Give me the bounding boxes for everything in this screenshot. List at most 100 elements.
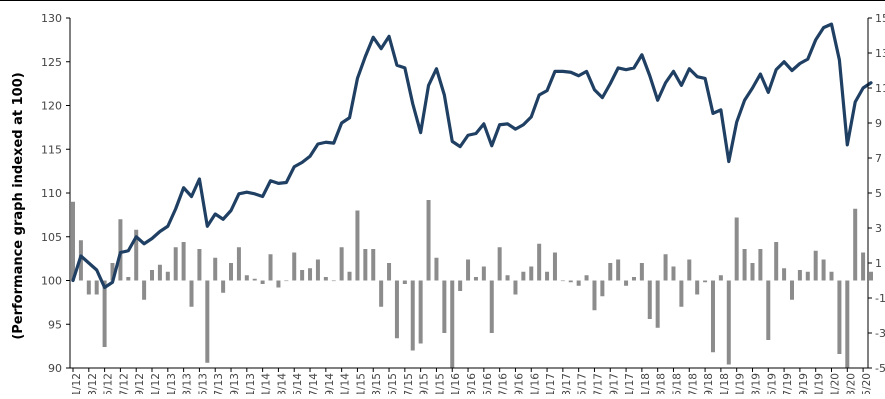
bar-0: [71, 202, 75, 281]
bar-26: [276, 281, 280, 288]
bar-58: [529, 267, 533, 281]
bar-78: [687, 260, 691, 281]
x-tick-label-45: 7/19: [782, 373, 794, 394]
bar-18: [213, 258, 217, 281]
bar-55: [506, 275, 510, 280]
bar-16: [197, 249, 201, 281]
bar-85: [743, 249, 747, 281]
bar-32: [324, 277, 328, 281]
bar-87: [758, 249, 762, 281]
x-tick-label-31: 3/17: [561, 373, 573, 394]
bar-82: [719, 275, 723, 280]
bar-65: [585, 275, 589, 280]
x-tick-label-49: 3/20: [845, 373, 857, 394]
bar-92: [798, 270, 802, 281]
x-tick-label-0: 1/12: [71, 373, 83, 394]
bar-100: [861, 253, 865, 281]
bar-49: [458, 281, 462, 292]
x-tick-label-27: 7/16: [498, 373, 510, 394]
bar-96: [830, 272, 834, 281]
bar-59: [537, 244, 541, 281]
y-axis-label: (Performance graph indexed at 100): [11, 72, 26, 339]
x-tick-label-2: 5/12: [103, 373, 115, 394]
x-tick-label-23: 11/15: [434, 373, 446, 394]
x-tick-label-25: 3/16: [466, 373, 478, 394]
bar-56: [513, 281, 517, 295]
bar-89: [774, 242, 778, 281]
bar-57: [521, 272, 525, 281]
bar-45: [427, 200, 431, 281]
bar-4: [103, 281, 107, 348]
bar-47: [442, 281, 446, 334]
bar-68: [608, 263, 612, 281]
bar-41: [395, 281, 399, 339]
bar-60: [545, 272, 549, 281]
x-tick-label-30: 1/17: [545, 373, 557, 394]
bar-50: [466, 260, 470, 281]
bar-39: [379, 281, 383, 307]
x-tick-label-43: 3/19: [750, 373, 762, 394]
bar-84: [735, 218, 739, 281]
right-tick-label-5: 5: [875, 187, 882, 200]
bar-79: [695, 281, 699, 295]
bar-80: [703, 281, 707, 283]
x-tick-label-14: 5/14: [292, 373, 304, 394]
right-tick-label-0: -5: [875, 362, 885, 375]
x-tick-label-26: 5/16: [482, 373, 494, 394]
bar-12: [166, 272, 170, 281]
bar-98: [845, 281, 849, 369]
left-tick-label-125: 125: [41, 56, 62, 69]
bar-81: [711, 281, 715, 353]
bar-86: [750, 263, 754, 281]
x-tick-label-39: 7/18: [687, 373, 699, 394]
x-tick-label-33: 7/17: [592, 373, 604, 394]
bar-20: [229, 263, 233, 281]
x-tick-label-42: 1/19: [735, 373, 747, 394]
bar-99: [853, 209, 857, 281]
bar-42: [403, 281, 407, 285]
bar-94: [814, 251, 818, 281]
right-tick-label-10: 15: [875, 12, 885, 25]
bar-21: [237, 247, 241, 280]
bar-67: [600, 281, 604, 297]
bar-64: [577, 281, 581, 286]
right-tick-label-2: -1: [875, 292, 885, 305]
x-tick-label-20: 5/15: [387, 373, 399, 394]
bar-52: [482, 267, 486, 281]
bar-101: [869, 272, 873, 281]
bar-11: [158, 265, 162, 281]
bar-25: [269, 254, 273, 280]
bar-77: [679, 281, 683, 307]
x-tick-label-18: 1/15: [355, 373, 367, 394]
bar-23: [253, 279, 257, 281]
bar-7: [126, 277, 130, 281]
x-tick-label-48: 1/20: [829, 373, 841, 394]
bar-22: [245, 275, 249, 280]
right-tick-label-7: 9: [875, 117, 882, 130]
bar-83: [727, 281, 731, 365]
x-tick-label-41: 11/18: [719, 373, 731, 394]
bar-40: [387, 263, 391, 281]
bar-62: [561, 281, 565, 282]
x-tick-label-17: 11/14: [340, 373, 352, 394]
x-tick-label-16: 9/14: [324, 373, 336, 394]
bar-14: [182, 242, 186, 281]
bar-30: [308, 268, 312, 280]
bar-63: [569, 281, 573, 283]
bar-37: [363, 249, 367, 281]
bar-13: [174, 247, 178, 280]
right-tick-label-1: -3: [875, 327, 885, 340]
left-tick-label-100: 100: [41, 275, 62, 288]
bar-24: [261, 281, 265, 285]
bar-33: [332, 281, 336, 282]
bar-61: [553, 253, 557, 281]
right-tick-label-9: 13: [875, 47, 885, 60]
bar-36: [355, 211, 359, 281]
x-tick-label-10: 9/13: [229, 373, 241, 394]
bar-9: [142, 281, 146, 300]
x-tick-label-46: 9/19: [798, 373, 810, 394]
x-tick-label-28: 9/16: [513, 373, 525, 394]
x-tick-label-8: 5/13: [197, 373, 209, 394]
x-tick-label-47: 11/19: [814, 373, 826, 394]
